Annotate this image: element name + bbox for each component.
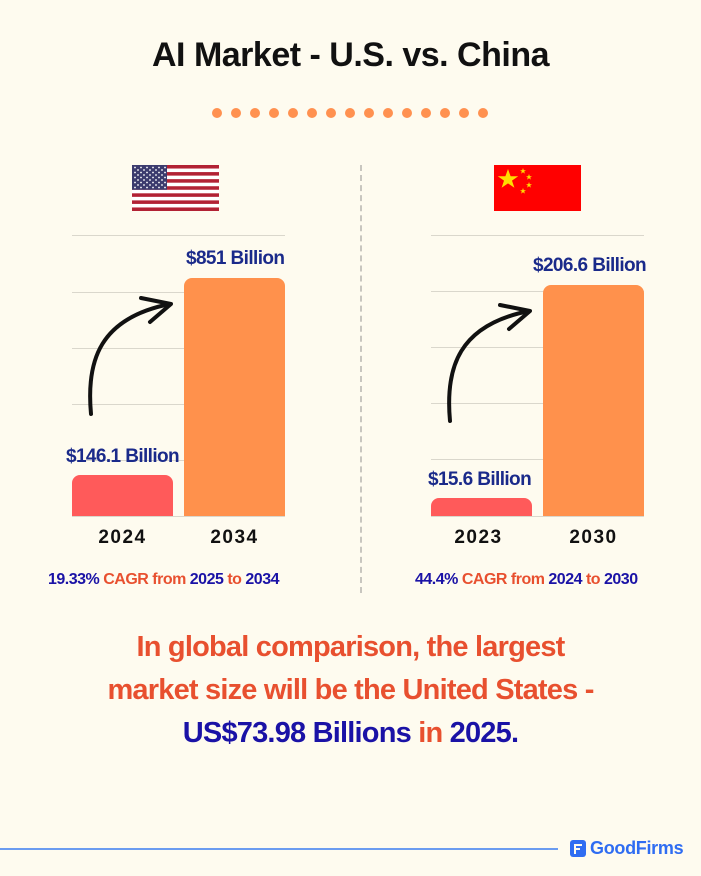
year-label-us-2034: 2034 [210, 527, 259, 548]
grid-line [431, 403, 644, 404]
summary-year: 2025. [449, 717, 519, 749]
cagr-text: CAGR from [103, 571, 186, 588]
summary-in: in [418, 717, 443, 749]
cagr-text: CAGR from [461, 571, 545, 588]
dot-icon [212, 108, 222, 118]
footer-line [0, 848, 558, 850]
summary-line-1: In global comparison, the largest [136, 631, 565, 663]
grid-line [72, 348, 285, 349]
growth-arrow-icon [88, 296, 173, 416]
year-label-china-2030: 2030 [569, 527, 618, 548]
brand-name: GoodFirms [590, 838, 684, 858]
dot-icon [269, 108, 279, 118]
panel-divider [360, 165, 362, 593]
china-flag-icon [494, 165, 581, 211]
cagr-from: 2024 [548, 571, 582, 588]
cagr-to: 2034 [245, 571, 279, 588]
grid-line [431, 235, 644, 236]
grid-line [72, 404, 285, 405]
grid-line [72, 460, 285, 461]
goodfirms-logo-icon [570, 840, 586, 857]
dot-icon [345, 108, 355, 118]
cagr-to-text: to [227, 571, 242, 588]
year-label-us-2024: 2024 [98, 527, 147, 548]
cagr-china: 44.4% CAGR from 2024 to 2030 [415, 571, 638, 589]
grid-line [431, 347, 644, 348]
cagr-to-text: to [585, 571, 601, 588]
summary-line-3: US$73.98 Billions in 2025. [0, 712, 701, 755]
cagr-rate: 19.33% [48, 571, 100, 588]
dot-icon [364, 108, 374, 118]
value-label-china-2030: $206.6 Billion [533, 255, 647, 276]
grid-line [72, 235, 285, 236]
growth-arrow-icon [447, 303, 532, 423]
chart-baseline [431, 516, 644, 517]
dot-icon [383, 108, 393, 118]
value-label-us-2024: $146.1 Billion [66, 446, 180, 467]
dot-icon [326, 108, 336, 118]
dot-icon [288, 108, 298, 118]
dot-icon [250, 108, 260, 118]
summary-amount: US$73.98 Billions [182, 717, 412, 749]
dot-icon [421, 108, 431, 118]
grid-line [72, 292, 285, 293]
dot-icon [307, 108, 317, 118]
dot-icon [478, 108, 488, 118]
goodfirms-logo: GoodFirms [570, 838, 684, 859]
bar-us-2024 [72, 475, 173, 516]
cagr-from: 2025 [189, 571, 224, 588]
dot-icon [402, 108, 412, 118]
summary-line-2: market size will be the United States - [107, 674, 594, 706]
cagr-to: 2030 [604, 571, 638, 588]
chart-baseline [72, 516, 285, 517]
page-title: AI Market - U.S. vs. China [152, 36, 550, 74]
value-label-us-2034: $851 Billion [186, 248, 285, 269]
dot-icon [231, 108, 241, 118]
year-label-china-2023: 2023 [454, 527, 503, 548]
dot-icon [459, 108, 469, 118]
cagr-us: 19.33% CAGR from 2025 to 2034 [48, 571, 279, 589]
grid-line [431, 291, 644, 292]
cagr-rate: 44.4% [415, 571, 458, 588]
bar-china-2023 [431, 498, 532, 516]
dot-icon [440, 108, 450, 118]
grid-line [431, 459, 644, 460]
value-label-china-2023: $15.6 Billion [428, 469, 532, 490]
summary-text: In global comparison, the largest market… [0, 626, 701, 755]
bar-us-2034 [184, 278, 285, 516]
bar-china-2030 [543, 285, 644, 516]
us-flag-icon [132, 165, 219, 211]
dot-separator [212, 108, 488, 118]
